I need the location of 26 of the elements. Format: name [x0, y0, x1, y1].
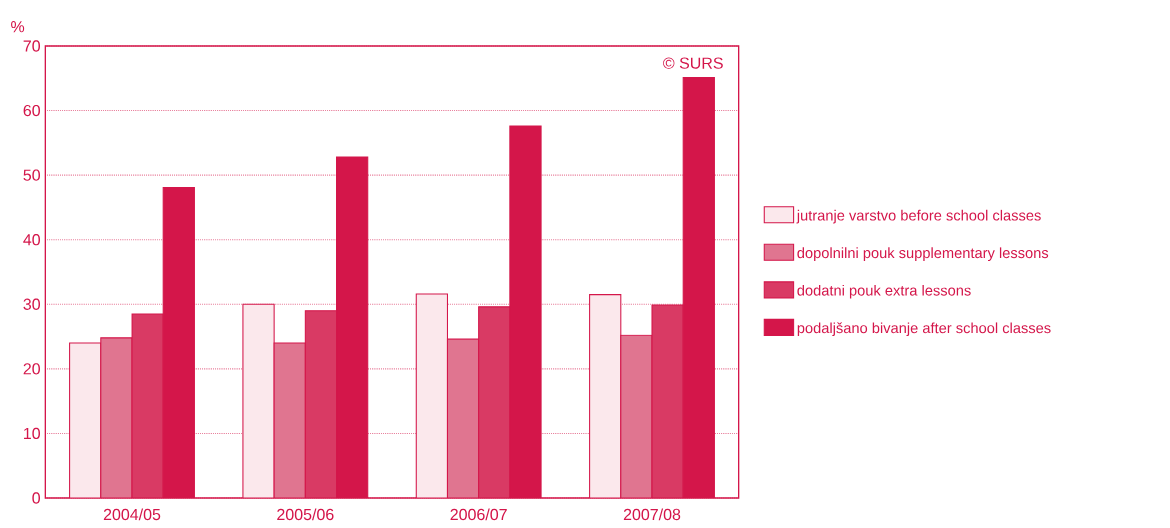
bar: [242, 303, 275, 498]
x-tick-label: 2006/07: [450, 508, 507, 521]
y-axis-title: %: [11, 21, 25, 33]
bar: [415, 293, 449, 498]
y-tick-label: 30: [23, 298, 40, 310]
x-tick-label: 2004/05: [103, 508, 161, 521]
y-tick-label: 10: [24, 427, 40, 440]
legend-label: dodatni pouk extra lessons: [797, 284, 971, 299]
legend-label: jutranje varstvo before school classes: [796, 209, 1041, 224]
legend-label: podaljšano bivanje after school classes: [797, 322, 1051, 337]
bar: [620, 334, 653, 498]
y-tick-label: 60: [23, 104, 40, 117]
y-tick-label: 40: [23, 234, 40, 246]
bar: [589, 294, 622, 498]
y-tick-label: 20: [23, 363, 40, 375]
legend-label: dopolnilni pouk supplementary lessons: [797, 247, 1049, 262]
x-tick-label: 2007/08: [623, 508, 681, 521]
annotation: © SURS: [663, 57, 723, 69]
x-tick-label: 2005/06: [277, 508, 334, 521]
bar: [100, 337, 133, 498]
y-tick-label: 50: [23, 169, 40, 181]
y-tick-label: 70: [23, 40, 40, 52]
bar: [446, 338, 480, 498]
bar: [273, 342, 306, 498]
y-tick-label: 0: [32, 492, 41, 504]
bar: [69, 342, 102, 498]
